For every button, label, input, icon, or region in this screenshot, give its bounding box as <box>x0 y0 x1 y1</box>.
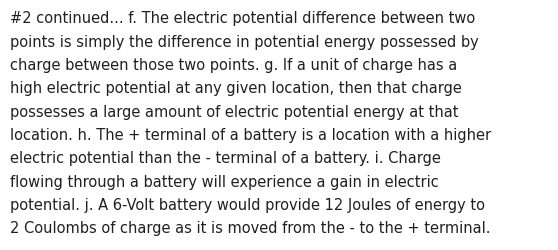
Text: potential. j. A 6-Volt battery would provide 12 Joules of energy to: potential. j. A 6-Volt battery would pro… <box>10 197 485 212</box>
Text: #2 continued... f. The electric potential difference between two: #2 continued... f. The electric potentia… <box>10 11 475 26</box>
Text: possesses a large amount of electric potential energy at that: possesses a large amount of electric pot… <box>10 104 459 119</box>
Text: 2 Coulombs of charge as it is moved from the - to the + terminal.: 2 Coulombs of charge as it is moved from… <box>10 220 490 236</box>
Text: location. h. The + terminal of a battery is a location with a higher: location. h. The + terminal of a battery… <box>10 128 491 142</box>
Text: high electric potential at any given location, then that charge: high electric potential at any given loc… <box>10 81 462 96</box>
Text: points is simply the difference in potential energy possessed by: points is simply the difference in poten… <box>10 34 479 50</box>
Text: flowing through a battery will experience a gain in electric: flowing through a battery will experienc… <box>10 174 439 189</box>
Text: charge between those two points. g. If a unit of charge has a: charge between those two points. g. If a… <box>10 58 458 73</box>
Text: electric potential than the - terminal of a battery. i. Charge: electric potential than the - terminal o… <box>10 151 441 166</box>
